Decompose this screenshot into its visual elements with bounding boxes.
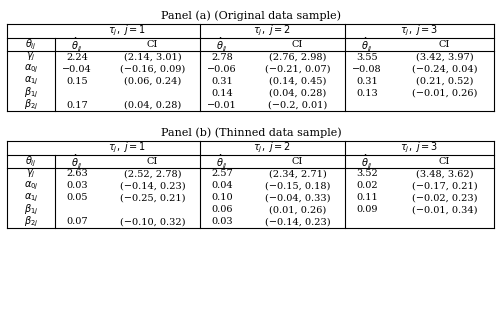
Text: 0.06: 0.06 (211, 205, 233, 214)
Text: 3.55: 3.55 (356, 52, 378, 61)
Text: $\gamma_j$: $\gamma_j$ (26, 168, 36, 180)
Text: (2.14, 3.01): (2.14, 3.01) (124, 52, 181, 61)
Text: (−0.17, 0.21): (−0.17, 0.21) (412, 181, 477, 190)
Text: $\beta_{1j}$: $\beta_{1j}$ (24, 203, 38, 217)
Text: $\alpha_{0j}$: $\alpha_{0j}$ (24, 63, 38, 75)
Text: 0.13: 0.13 (356, 89, 378, 98)
Text: CI: CI (439, 40, 450, 49)
Text: $\hat{\theta}_{ij}$: $\hat{\theta}_{ij}$ (71, 35, 83, 54)
Text: (0.04, 0.28): (0.04, 0.28) (124, 100, 181, 109)
Text: $\tau_j,\ j=2$: $\tau_j,\ j=2$ (254, 24, 292, 38)
Text: 2.63: 2.63 (66, 170, 88, 179)
Text: (0.14, 0.45): (0.14, 0.45) (269, 76, 326, 85)
Text: $\beta_{2j}$: $\beta_{2j}$ (24, 215, 38, 229)
Text: $\tau_j,\ j=3$: $\tau_j,\ j=3$ (400, 24, 439, 38)
Text: $\alpha_{0j}$: $\alpha_{0j}$ (24, 180, 38, 192)
Text: (−0.16, 0.09): (−0.16, 0.09) (120, 65, 185, 74)
Text: 0.09: 0.09 (356, 205, 378, 214)
Text: 2.24: 2.24 (66, 52, 88, 61)
Text: 0.31: 0.31 (356, 76, 378, 85)
Text: CI: CI (147, 157, 158, 166)
Text: Panel (a) (Original data sample): Panel (a) (Original data sample) (161, 10, 341, 20)
Text: (−0.01, 0.26): (−0.01, 0.26) (412, 89, 477, 98)
Text: $\tau_j,\ j=1$: $\tau_j,\ j=1$ (108, 141, 147, 155)
Text: $\tau_j,\ j=2$: $\tau_j,\ j=2$ (254, 141, 292, 155)
Text: (−0.24, 0.04): (−0.24, 0.04) (412, 65, 477, 74)
Text: (2.52, 2.78): (2.52, 2.78) (124, 170, 181, 179)
Text: 3.52: 3.52 (356, 170, 378, 179)
Text: CI: CI (292, 40, 303, 49)
Text: 0.11: 0.11 (356, 194, 378, 203)
Text: $\alpha_{1j}$: $\alpha_{1j}$ (24, 192, 38, 204)
Text: 0.05: 0.05 (66, 194, 88, 203)
Text: (3.48, 3.62): (3.48, 3.62) (416, 170, 473, 179)
Text: $\theta_{ij}$: $\theta_{ij}$ (25, 154, 37, 169)
Text: 0.17: 0.17 (66, 100, 88, 109)
Text: $\hat{\theta}_{ij}$: $\hat{\theta}_{ij}$ (361, 152, 373, 171)
Text: 0.14: 0.14 (211, 89, 233, 98)
Text: Panel (b) (Thinned data sample): Panel (b) (Thinned data sample) (161, 127, 341, 138)
Text: −0.08: −0.08 (352, 65, 382, 74)
Text: $\hat{\theta}_{ij}$: $\hat{\theta}_{ij}$ (71, 152, 83, 171)
Text: $\beta_{1j}$: $\beta_{1j}$ (24, 86, 38, 100)
Text: 2.57: 2.57 (211, 170, 233, 179)
Text: $\gamma_j$: $\gamma_j$ (26, 51, 36, 63)
Text: −0.04: −0.04 (62, 65, 92, 74)
Text: 0.03: 0.03 (211, 218, 233, 227)
Text: (−0.21, 0.07): (−0.21, 0.07) (265, 65, 330, 74)
Text: $\hat{\theta}_{ij}$: $\hat{\theta}_{ij}$ (216, 35, 228, 54)
Text: $\hat{\theta}_{ij}$: $\hat{\theta}_{ij}$ (216, 152, 228, 171)
Text: −0.01: −0.01 (207, 100, 237, 109)
Text: 0.03: 0.03 (66, 181, 88, 190)
Text: (−0.15, 0.18): (−0.15, 0.18) (265, 181, 330, 190)
Text: (−0.02, 0.23): (−0.02, 0.23) (412, 194, 477, 203)
Text: (−0.14, 0.23): (−0.14, 0.23) (265, 218, 330, 227)
Text: CI: CI (147, 40, 158, 49)
Text: 0.15: 0.15 (66, 76, 88, 85)
Text: (−0.10, 0.32): (−0.10, 0.32) (120, 218, 185, 227)
Text: 0.02: 0.02 (356, 181, 378, 190)
Text: $\theta_{ij}$: $\theta_{ij}$ (25, 37, 37, 52)
Text: $\hat{\theta}_{ij}$: $\hat{\theta}_{ij}$ (361, 35, 373, 54)
Text: 0.10: 0.10 (211, 194, 233, 203)
Text: (−0.2, 0.01): (−0.2, 0.01) (268, 100, 327, 109)
Text: $\beta_{2j}$: $\beta_{2j}$ (24, 98, 38, 112)
Text: −0.06: −0.06 (207, 65, 237, 74)
Text: 0.04: 0.04 (211, 181, 233, 190)
Text: (−0.01, 0.34): (−0.01, 0.34) (412, 205, 477, 214)
Text: (−0.25, 0.21): (−0.25, 0.21) (120, 194, 185, 203)
Text: (0.01, 0.26): (0.01, 0.26) (269, 205, 326, 214)
Text: 2.78: 2.78 (211, 52, 233, 61)
Text: $\alpha_{1j}$: $\alpha_{1j}$ (24, 75, 38, 87)
Text: (3.42, 3.97): (3.42, 3.97) (416, 52, 473, 61)
Text: CI: CI (439, 157, 450, 166)
Text: (0.04, 0.28): (0.04, 0.28) (269, 89, 326, 98)
Text: (0.06, 0.24): (0.06, 0.24) (124, 76, 181, 85)
Text: 0.31: 0.31 (211, 76, 233, 85)
Text: CI: CI (292, 157, 303, 166)
Text: (0.21, 0.52): (0.21, 0.52) (416, 76, 473, 85)
Text: $\tau_j,\ j=3$: $\tau_j,\ j=3$ (400, 141, 439, 155)
Text: 0.07: 0.07 (66, 218, 88, 227)
Text: (2.76, 2.98): (2.76, 2.98) (269, 52, 326, 61)
Text: $\tau_j,\ j=1$: $\tau_j,\ j=1$ (108, 24, 147, 38)
Text: (−0.04, 0.33): (−0.04, 0.33) (265, 194, 330, 203)
Text: (2.34, 2.71): (2.34, 2.71) (269, 170, 326, 179)
Text: (−0.14, 0.23): (−0.14, 0.23) (120, 181, 185, 190)
